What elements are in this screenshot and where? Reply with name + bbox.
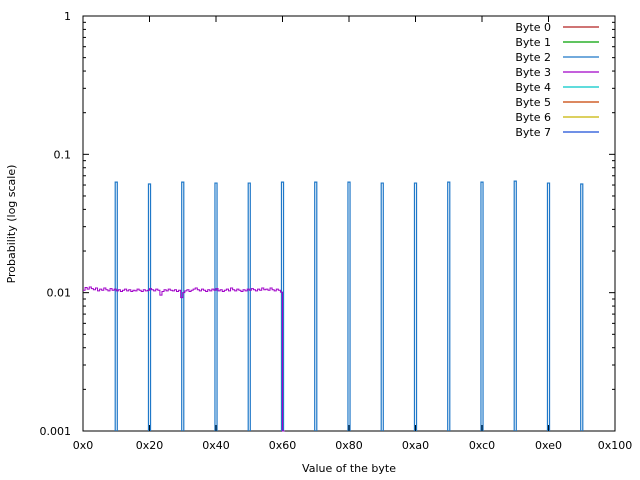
series-spike xyxy=(247,182,251,431)
series-spike xyxy=(546,182,551,431)
series-spike xyxy=(580,183,584,431)
series-spike xyxy=(447,181,451,431)
series-spike xyxy=(347,181,351,431)
series-spike xyxy=(314,181,318,431)
x-tick-label: 0x40 xyxy=(202,439,230,452)
series-spike xyxy=(380,182,384,431)
x-axis-label: Value of the byte xyxy=(302,462,396,475)
series-spike xyxy=(114,181,118,431)
x-tick-label: 0x20 xyxy=(136,439,164,452)
x-tick-label: 0x100 xyxy=(598,439,633,452)
series-spike xyxy=(181,181,185,431)
series-spike xyxy=(413,182,418,431)
x-tick-label: 0xa0 xyxy=(402,439,429,452)
legend-entry-label: Byte 6 xyxy=(515,111,551,124)
y-tick-label: 0.1 xyxy=(54,148,72,161)
legend-entry-label: Byte 4 xyxy=(515,81,551,94)
legend: Byte 0 Byte 1 Byte 2 Byte 3 Byte 4 Byte 5 Byte… xyxy=(515,21,599,139)
y-tick-label: 0.001 xyxy=(40,425,72,438)
series-spike xyxy=(280,181,285,431)
legend-entry-label: Byte 1 xyxy=(515,36,551,49)
x-tick-label: 0x60 xyxy=(269,439,297,452)
legend-entry-label: Byte 0 xyxy=(515,21,551,34)
legend-entry-label: Byte 2 xyxy=(515,51,551,64)
series-spike xyxy=(480,181,484,431)
series-line xyxy=(83,286,285,432)
x-tick-label: 0xe0 xyxy=(535,439,562,452)
series-spike xyxy=(147,183,152,431)
legend-entry-label: Byte 5 xyxy=(515,96,551,109)
y-axis-label: Probability (log scale) xyxy=(5,165,18,284)
axis-ticks: 0x0 0x20 0x40 0x60 0x80 0xa0 0xc0 0xe0 0x100 0.00… xyxy=(40,10,633,452)
y-tick-label: 1 xyxy=(64,10,71,23)
series-spike xyxy=(513,180,517,431)
x-tick-label: 0x0 xyxy=(73,439,94,452)
y-tick-label: 0.01 xyxy=(47,287,72,300)
legend-entry-label: Byte 7 xyxy=(515,126,551,139)
x-tick-label: 0x80 xyxy=(335,439,363,452)
series-spike xyxy=(214,182,218,431)
legend-entry-label: Byte 3 xyxy=(515,66,551,79)
series-layer xyxy=(83,180,584,432)
x-tick-label: 0xc0 xyxy=(469,439,495,452)
